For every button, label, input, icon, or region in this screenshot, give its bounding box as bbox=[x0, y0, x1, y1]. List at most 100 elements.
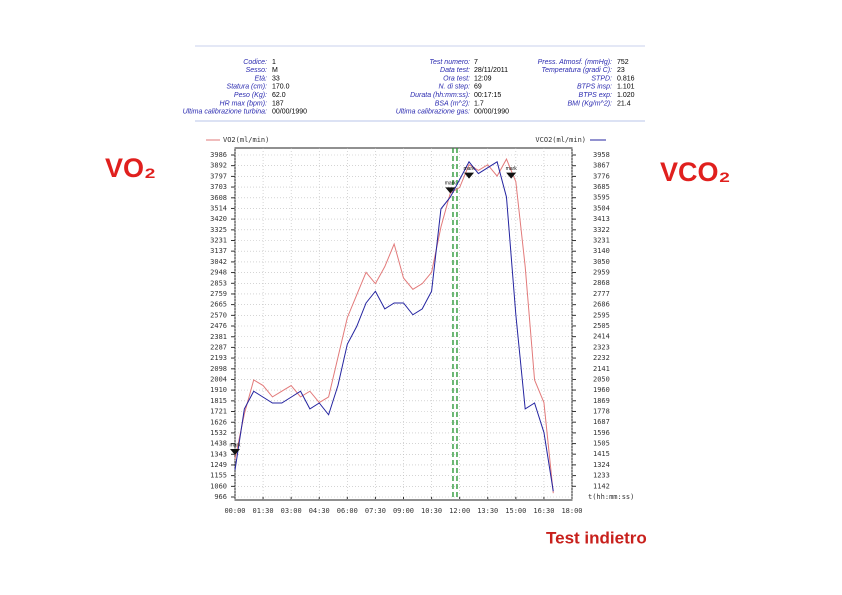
info-value: 187 bbox=[272, 100, 284, 107]
y-tick-label: 2759 bbox=[210, 290, 227, 298]
y-tick-label: 2948 bbox=[210, 269, 227, 277]
note: Test indietro bbox=[546, 528, 647, 547]
series-line bbox=[234, 157, 554, 494]
info-value: 170.0 bbox=[272, 84, 290, 91]
y-tick-label: 1721 bbox=[210, 408, 227, 416]
y2-tick-label: 2323 bbox=[593, 343, 610, 351]
x-axis-label: t(hh:mm:ss) bbox=[588, 493, 634, 501]
y2-tick-label: 1415 bbox=[593, 450, 610, 458]
info-label: BTPS insp: bbox=[577, 84, 612, 91]
y-tick-label: 1815 bbox=[210, 397, 227, 405]
info-label: Press. Atmosf. (mmHg): bbox=[538, 59, 612, 66]
y-tick-label: 1532 bbox=[210, 429, 227, 437]
event-marker bbox=[230, 448, 240, 455]
info-label: Sesso: bbox=[246, 67, 267, 74]
info-value: 0.816 bbox=[617, 75, 635, 82]
y2-tick-label: 1596 bbox=[593, 429, 610, 437]
info-value: 1 bbox=[272, 59, 276, 66]
y-tick-label: 1626 bbox=[210, 418, 227, 426]
info-label: Età: bbox=[255, 75, 268, 82]
y2-tick-label: 1142 bbox=[593, 482, 610, 490]
x-tick-label: 10:30 bbox=[421, 507, 442, 515]
y-tick-label: 3420 bbox=[210, 215, 227, 223]
info-value: 23 bbox=[617, 67, 625, 74]
y-tick-label: 1249 bbox=[210, 461, 227, 469]
info-label: Test numero: bbox=[429, 59, 470, 66]
y-tick-label: 3608 bbox=[210, 194, 227, 202]
y2-tick-label: 2959 bbox=[593, 269, 610, 277]
y-tick-label: 2381 bbox=[210, 333, 227, 341]
plot-frame bbox=[234, 147, 573, 501]
info-value: 752 bbox=[617, 59, 629, 66]
y2-tick-label: 1505 bbox=[593, 440, 610, 448]
y-tick-label: 1910 bbox=[210, 386, 227, 394]
info-label: Temperatura (gradi C): bbox=[541, 67, 612, 74]
info-value: 12:09 bbox=[474, 75, 492, 82]
event-label: mark bbox=[506, 166, 518, 172]
y-tick-label: 3137 bbox=[210, 247, 227, 255]
y2-tick-label: 3231 bbox=[593, 237, 610, 245]
event-label: mark bbox=[229, 442, 241, 448]
info-label: Peso (Kg): bbox=[234, 92, 267, 99]
y2-tick-label: 2141 bbox=[593, 365, 610, 373]
info-value: 00/00/1990 bbox=[272, 109, 307, 116]
y2-tick-label: 2505 bbox=[593, 322, 610, 330]
y2-tick-label: 3504 bbox=[593, 204, 610, 212]
y-axis-label: VO2(ml/min) bbox=[223, 136, 269, 144]
info-value: 62.0 bbox=[272, 92, 286, 99]
y-tick-label: 2853 bbox=[210, 279, 227, 287]
y2-tick-label: 3595 bbox=[593, 194, 610, 202]
info-label: Ora test: bbox=[443, 75, 470, 82]
info-label: HR max (bpm): bbox=[220, 100, 268, 107]
y2-tick-label: 2414 bbox=[593, 333, 610, 341]
info-label: N. di step: bbox=[438, 84, 470, 91]
x-tick-label: 07:30 bbox=[365, 507, 386, 515]
y2-tick-label: 1687 bbox=[593, 418, 610, 426]
x-tick-label: 03:00 bbox=[281, 507, 302, 515]
info-value: 69 bbox=[474, 84, 482, 91]
y2-tick-label: 3140 bbox=[593, 247, 610, 255]
y-tick-label: 3325 bbox=[210, 226, 227, 234]
series-line bbox=[234, 160, 554, 492]
info-value: 1.101 bbox=[617, 84, 635, 91]
info-value: M bbox=[272, 67, 278, 74]
info-value: 1.020 bbox=[617, 92, 635, 99]
info-value: 28/11/2011 bbox=[474, 67, 508, 74]
y2-tick-label: 2686 bbox=[593, 301, 610, 309]
x-tick-label: 15:00 bbox=[505, 507, 526, 515]
y-tick-label: 2098 bbox=[210, 365, 227, 373]
info-label: Durata (hh:mm:ss): bbox=[410, 92, 470, 99]
y-tick-label: 3231 bbox=[210, 237, 227, 245]
x-tick-label: 09:00 bbox=[393, 507, 414, 515]
y-tick-label: 2570 bbox=[210, 311, 227, 319]
event-marker bbox=[464, 172, 475, 179]
y-tick-label: 2476 bbox=[210, 322, 227, 330]
left-axis-caption: VO₂ bbox=[105, 153, 156, 183]
x-tick-label: 01:30 bbox=[253, 507, 274, 515]
y2-tick-label: 1960 bbox=[593, 386, 610, 394]
event-label: mark bbox=[463, 166, 475, 172]
y2-tick-label: 3776 bbox=[593, 172, 610, 180]
info-label: STPD: bbox=[591, 75, 612, 82]
event-label: mark bbox=[445, 181, 457, 187]
info-label: Ultima calibrazione gas: bbox=[396, 109, 470, 116]
y-tick-label: 2665 bbox=[210, 301, 227, 309]
info-value: 7 bbox=[474, 59, 478, 66]
y2-tick-label: 2777 bbox=[593, 290, 610, 298]
y2-tick-label: 1324 bbox=[593, 461, 610, 469]
y-tick-label: 966 bbox=[214, 493, 227, 501]
x-tick-label: 04:30 bbox=[309, 507, 330, 515]
y-tick-label: 3703 bbox=[210, 183, 227, 191]
info-label: BMI (Kg/m^2): bbox=[567, 100, 612, 107]
y-tick-label: 3514 bbox=[210, 204, 227, 212]
y2-tick-label: 3867 bbox=[593, 162, 610, 170]
y-tick-label: 2287 bbox=[210, 343, 227, 351]
info-value: 00:17:15 bbox=[474, 92, 501, 99]
info-label: Ultima calibrazione turbina: bbox=[183, 109, 267, 116]
y-tick-label: 3986 bbox=[210, 151, 227, 159]
right-axis-caption: VCO₂ bbox=[660, 157, 731, 187]
y2-axis-label: VCO2(ml/min) bbox=[535, 136, 586, 144]
info-value: 33 bbox=[272, 75, 280, 82]
x-tick-label: 13:30 bbox=[477, 507, 498, 515]
